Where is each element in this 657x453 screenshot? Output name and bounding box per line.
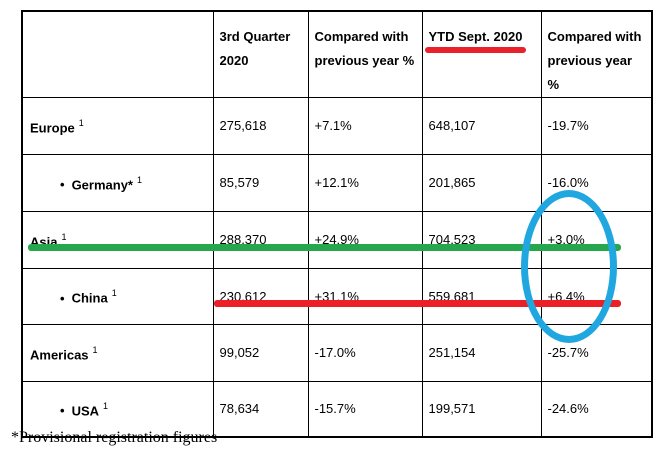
europe-q3-value: 275,618	[212, 97, 309, 155]
region-label: Europe	[30, 120, 75, 136]
region-label: Americas	[30, 347, 89, 363]
germany-ytd-value: 201,865	[421, 154, 542, 212]
table-row-europe: Europe 1 275,618 +7.1% 648,107 -19.7%	[21, 97, 653, 155]
header-row: 3rd Quarter 2020 Compared with previous …	[21, 10, 653, 98]
europe-ytd-value: 648,107	[421, 97, 542, 155]
region-label: Germany*	[71, 177, 133, 193]
footnote-ref: 1	[111, 288, 117, 299]
row-label-europe: Europe 1	[21, 97, 214, 155]
row-label-germany: • Germany* 1	[21, 154, 214, 212]
footnote-ref: 1	[136, 174, 142, 185]
china-q3-delta: +31.1%	[307, 268, 423, 325]
usa-ytd-value: 199,571	[421, 381, 542, 437]
header-q3-2020: 3rd Quarter 2020	[212, 10, 309, 98]
footnote-ref: 1	[61, 231, 67, 242]
usa-q3-delta: -15.7%	[307, 381, 423, 437]
region-label: China	[71, 290, 108, 306]
germany-q3-delta: +12.1%	[307, 154, 423, 212]
registrations-table: 3rd Quarter 2020 Compared with previous …	[21, 10, 653, 438]
bullet-icon: •	[60, 290, 65, 306]
americas-q3-delta: -17.0%	[307, 324, 423, 382]
row-label-china: • China 1	[21, 268, 214, 325]
footnote-ref: 1	[78, 117, 84, 128]
usa-q3-value: 78,634	[212, 381, 309, 437]
bullet-icon: •	[60, 402, 65, 418]
header-region	[21, 10, 214, 98]
provisional-figures-footnote: *Provisional registration figures	[11, 429, 218, 446]
table-row-usa: • USA 1 78,634 -15.7% 199,571 -24.6%	[21, 381, 653, 437]
table-row-germany: • Germany* 1 85,579 +12.1% 201,865 -16.0%	[21, 154, 653, 212]
asia-q3-delta: +24.9%	[307, 211, 423, 269]
row-label-asia: Asia 1	[21, 211, 214, 269]
china-q3-value: 230,612	[212, 268, 309, 325]
asia-row-green-underline-marker	[28, 244, 621, 251]
footnote-ref: 1	[103, 400, 109, 411]
blue-ellipse-annotation	[521, 190, 617, 343]
header-q3-vs-prev-year: Compared with previous year %	[307, 10, 423, 98]
usa-ytd-delta: -24.6%	[540, 381, 653, 437]
footnote-ref: 1	[92, 344, 98, 355]
ytd-header-underline-marker	[425, 47, 526, 53]
asia-q3-value: 288,370	[212, 211, 309, 269]
europe-q3-delta: +7.1%	[307, 97, 423, 155]
header-ytd-sept-2020: YTD Sept. 2020	[421, 10, 542, 98]
europe-ytd-delta: -19.7%	[540, 97, 653, 155]
china-row-red-underline-marker	[214, 300, 621, 307]
bullet-icon: •	[60, 177, 65, 193]
americas-ytd-value: 251,154	[421, 324, 542, 382]
table-row-asia: Asia 1 288,370 +24.9% 704,523 +3.0%	[21, 211, 653, 269]
table-row-americas: Americas 1 99,052 -17.0% 251,154 -25.7%	[21, 324, 653, 382]
region-label: USA	[71, 402, 100, 418]
germany-q3-value: 85,579	[212, 154, 309, 212]
header-ytd-vs-prev-year: Compared with previous year %	[540, 10, 653, 98]
americas-q3-value: 99,052	[212, 324, 309, 382]
row-label-americas: Americas 1	[21, 324, 214, 382]
